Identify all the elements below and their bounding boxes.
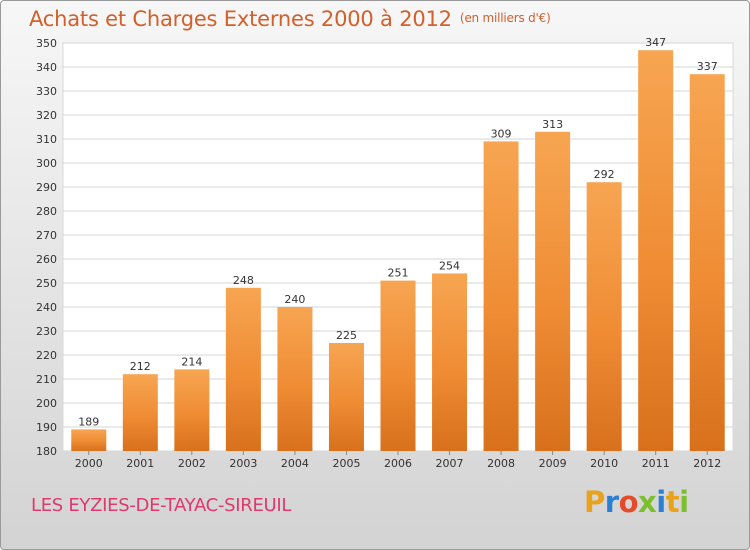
y-tick-label: 310 — [36, 133, 57, 146]
bar-value-label: 337 — [697, 60, 718, 73]
bar-value-label: 189 — [78, 415, 99, 428]
bar-value-label: 225 — [336, 329, 357, 342]
bar — [380, 280, 416, 451]
bar — [225, 287, 261, 451]
bar — [483, 141, 519, 451]
commune-name: LES EYZIES-DE-TAYAC-SIREUIL — [31, 495, 292, 516]
bar-value-label: 347 — [645, 36, 666, 49]
x-tick-label: 2012 — [693, 457, 721, 470]
logo-letter: t — [665, 485, 680, 519]
bar-value-label: 309 — [491, 127, 512, 140]
x-axis: 2000 2001 2002 2003 2004 2005 2006 2007 2008 2009… — [75, 451, 721, 470]
y-tick-label: 320 — [36, 109, 57, 122]
logo-letter: i — [679, 485, 689, 519]
y-tick-label: 260 — [36, 253, 57, 266]
chart-title-text: Achats et Charges Externes 2000 à 2012 — [29, 7, 452, 31]
bar — [71, 429, 107, 451]
bar — [586, 182, 622, 451]
y-tick-label: 350 — [36, 37, 57, 50]
logo-letter: i — [656, 485, 666, 519]
x-tick-label: 2005 — [332, 457, 360, 470]
bar — [277, 307, 313, 451]
y-tick-label: 190 — [36, 421, 57, 434]
bar — [328, 343, 364, 451]
bar-value-label: 248 — [233, 274, 254, 287]
y-tick-label: 240 — [36, 301, 57, 314]
bar-value-label: 251 — [388, 267, 409, 280]
chart-unit: (en milliers d'€) — [459, 11, 551, 25]
x-tick-label: 2000 — [75, 457, 103, 470]
x-tick-label: 2002 — [178, 457, 206, 470]
bar-value-label: 214 — [181, 355, 202, 368]
logo-letter: o — [618, 485, 639, 519]
bar — [174, 369, 210, 451]
bar — [535, 131, 571, 452]
x-tick-label: 2003 — [229, 457, 257, 470]
y-tick-label: 270 — [36, 229, 57, 242]
proxiti-logo: Proxiti — [584, 485, 689, 519]
x-tick-label: 2011 — [642, 457, 670, 470]
y-tick-label: 330 — [36, 85, 57, 98]
y-tick-label: 290 — [36, 181, 57, 194]
y-tick-label: 340 — [36, 61, 57, 74]
logo-letter: x — [638, 485, 657, 519]
bar-value-label: 240 — [284, 293, 305, 306]
bars: 189 212 214 248 240 225 251 254 309 313 292 347 337 — [71, 36, 725, 452]
bar — [432, 273, 468, 451]
bar-value-label: 313 — [542, 118, 563, 131]
x-tick-label: 2010 — [590, 457, 618, 470]
bar-value-label: 254 — [439, 259, 460, 272]
x-tick-label: 2007 — [436, 457, 464, 470]
logo-letter: r — [604, 485, 619, 519]
chart-title: Achats et Charges Externes 2000 à 2012 (e… — [29, 7, 551, 31]
y-axis: 180 190 200 210 220 230 240 250 260 270 280 290 300 3… — [36, 37, 57, 458]
y-tick-label: 200 — [36, 397, 57, 410]
y-tick-label: 280 — [36, 205, 57, 218]
y-tick-label: 210 — [36, 373, 57, 386]
x-tick-label: 2008 — [487, 457, 515, 470]
x-tick-label: 2004 — [281, 457, 309, 470]
y-tick-label: 180 — [36, 445, 57, 458]
y-tick-label: 300 — [36, 157, 57, 170]
bar — [689, 74, 725, 451]
bar-value-label: 212 — [130, 360, 151, 373]
bar — [638, 50, 674, 451]
y-tick-label: 220 — [36, 349, 57, 362]
y-tick-label: 250 — [36, 277, 57, 290]
x-tick-label: 2006 — [384, 457, 412, 470]
y-tick-label: 230 — [36, 325, 57, 338]
logo-letter: P — [584, 485, 605, 519]
bar — [122, 374, 158, 451]
x-tick-label: 2001 — [126, 457, 154, 470]
x-tick-label: 2009 — [539, 457, 567, 470]
bar-value-label: 292 — [594, 168, 615, 181]
